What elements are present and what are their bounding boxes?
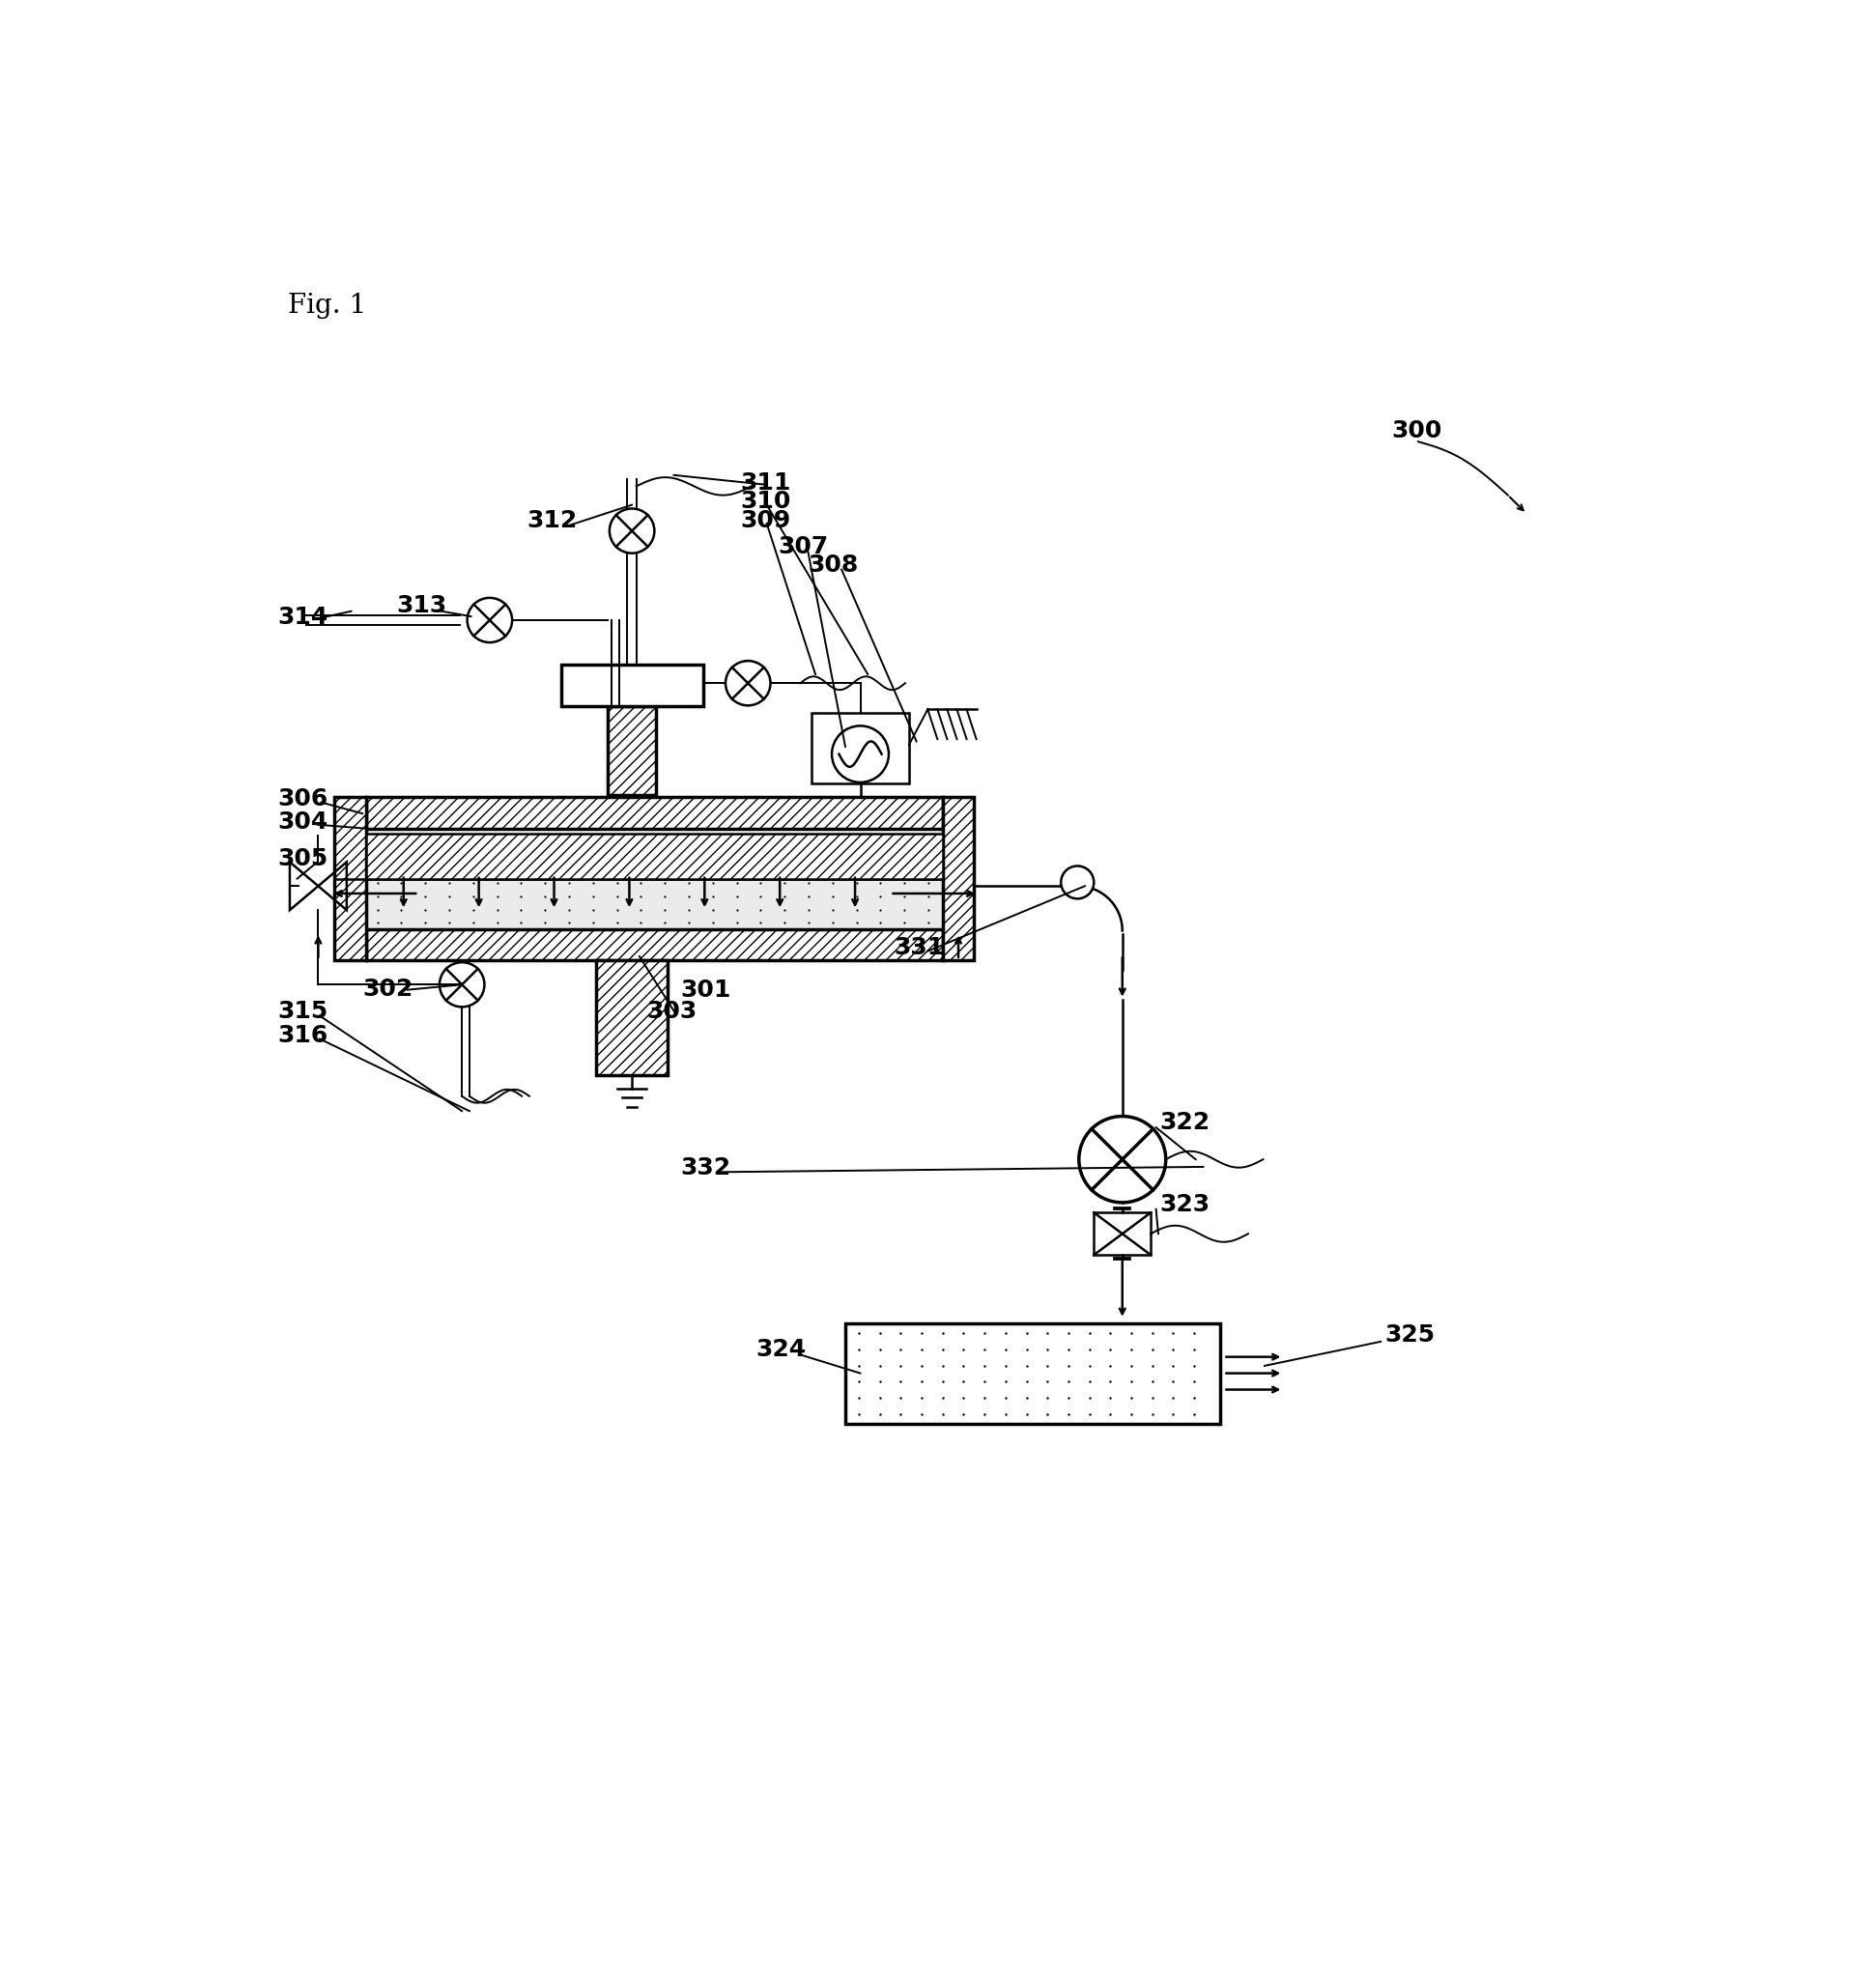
Text: 305: 305	[278, 847, 328, 871]
Text: 322: 322	[1161, 1111, 1211, 1135]
Bar	[811, 714, 909, 783]
Text: 308: 308	[807, 553, 859, 577]
Text: 302: 302	[363, 978, 413, 1000]
Bar	[846, 1324, 1220, 1423]
Bar	[335, 797, 366, 960]
Bar	[335, 797, 366, 960]
Circle shape	[831, 726, 888, 783]
Text: 316: 316	[278, 1024, 328, 1048]
Text: 307: 307	[777, 535, 829, 559]
Text: 332: 332	[681, 1155, 731, 1179]
Bar	[366, 928, 942, 960]
Text: 306: 306	[278, 787, 328, 811]
Circle shape	[1079, 1115, 1166, 1203]
Text: 313: 313	[396, 594, 446, 618]
Bar	[366, 928, 942, 960]
Text: 312: 312	[528, 509, 578, 533]
Circle shape	[726, 660, 770, 706]
Text: 300: 300	[1392, 419, 1442, 443]
Text: 314: 314	[278, 606, 328, 628]
Bar	[366, 833, 942, 879]
Circle shape	[609, 509, 655, 553]
Text: 331: 331	[894, 936, 944, 960]
Text: 315: 315	[278, 1000, 328, 1024]
Text: 310: 310	[740, 491, 790, 513]
Text: 301: 301	[681, 978, 731, 1002]
Text: 325: 325	[1385, 1324, 1435, 1346]
Text: 324: 324	[755, 1338, 805, 1362]
Bar	[596, 960, 668, 1076]
Text: 309: 309	[740, 509, 790, 533]
Bar	[1094, 1213, 1151, 1254]
Text: 311: 311	[740, 471, 790, 495]
Bar	[607, 706, 657, 795]
Bar	[607, 706, 657, 795]
Circle shape	[1061, 867, 1094, 899]
Circle shape	[439, 962, 485, 1006]
Text: 323: 323	[1161, 1193, 1211, 1217]
Bar	[366, 797, 942, 829]
Bar	[942, 797, 974, 960]
Bar	[366, 797, 942, 829]
Text: 303: 303	[646, 1000, 698, 1024]
Bar	[561, 664, 703, 706]
Text: 304: 304	[278, 809, 328, 833]
Bar	[366, 879, 942, 928]
Text: Fig. 1: Fig. 1	[287, 292, 366, 318]
Bar	[596, 960, 668, 1076]
Circle shape	[466, 598, 513, 642]
Bar	[942, 797, 974, 960]
Bar	[366, 833, 942, 879]
